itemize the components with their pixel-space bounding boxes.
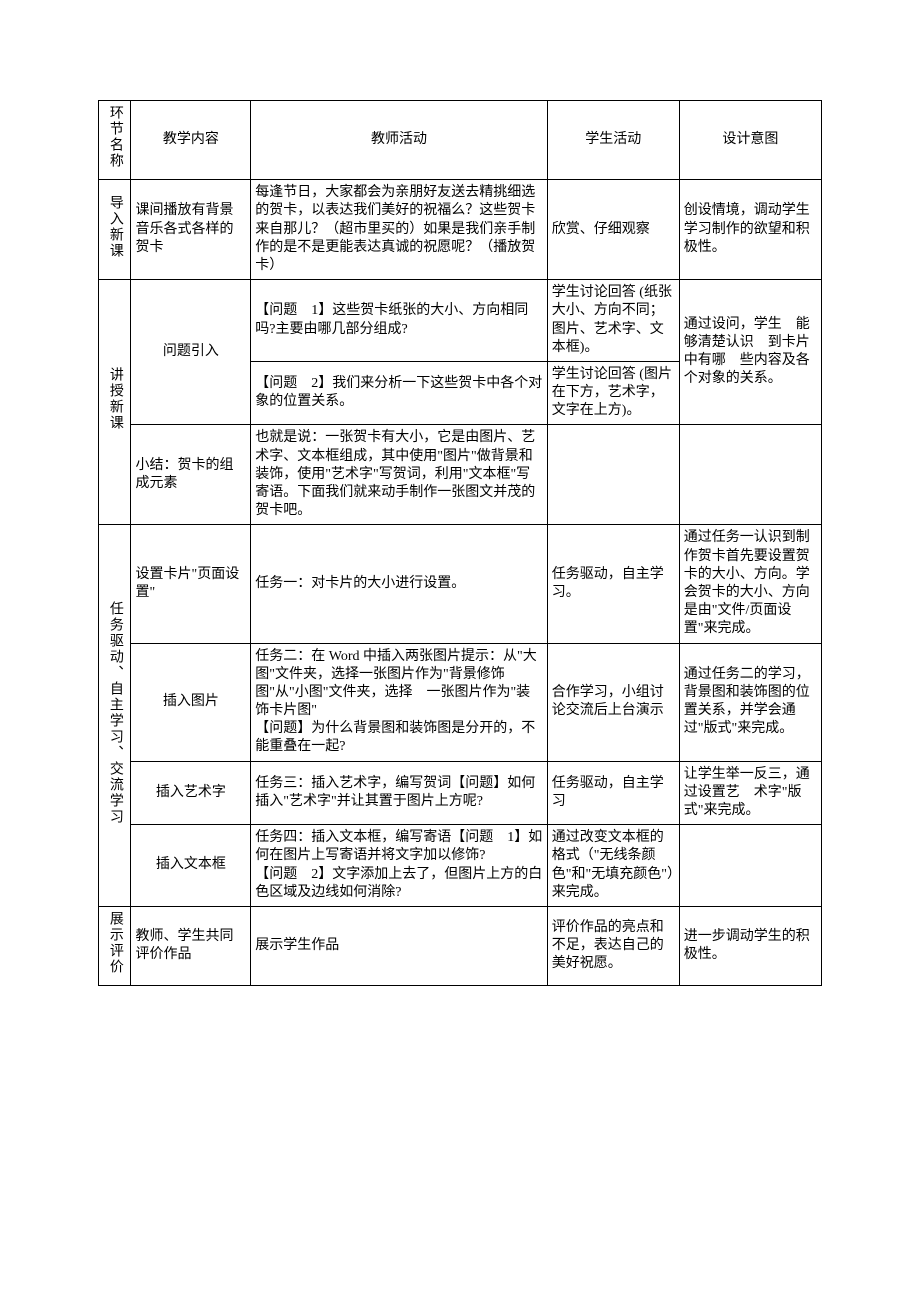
cell-teacher: 任务一：对卡片的大小进行设置。 xyxy=(251,525,548,643)
cell-teacher: 【问题 2】我们来分析一下这些贺卡中各个对象的位置关系。 xyxy=(251,361,548,425)
cell-teacher: 也就是说：一张贺卡有大小，它是由图片、艺术字、文本框组成，其中使用"图片"做背景… xyxy=(251,425,548,525)
section-show: 展示评价 xyxy=(99,906,131,985)
table-row: 展示评价 教师、学生共同评价作品 展示学生作品 评价作品的亮点和不足，表达自己的… xyxy=(99,906,822,985)
section-intro: 导入新课 xyxy=(99,180,131,280)
cell-design: 通过设问，学生 能够清楚认识 到卡片中有哪 些内容及各个对象的关系。 xyxy=(679,280,821,425)
cell-teacher: 任务三：插入艺术字，编写贺词【问题】如何插入"艺术字"并让其置于图片上方呢? xyxy=(251,761,548,825)
table-row: 导入新课 课间播放有背景音乐各式各样的贺卡 每逢节日，大家都会为亲朋好友送去精挑… xyxy=(99,180,822,280)
cell-student: 任务驱动，自主学习 xyxy=(547,761,679,825)
table-row: 小结：贺卡的组成元素 也就是说：一张贺卡有大小，它是由图片、艺术字、文本框组成，… xyxy=(99,425,822,525)
cell-content: 问题引入 xyxy=(131,280,251,425)
cell-teacher: 任务四：插入文本框，编写寄语【问题 1】如何在图片上写寄语并将文字加以修饰? 【… xyxy=(251,825,548,907)
cell-teacher: 【问题 1】这些贺卡纸张的大小、方向相同吗?主要由哪几部分组成? xyxy=(251,280,548,362)
cell-design: 让学生举一反三，通过设置艺 术字"版式"来完成。 xyxy=(679,761,821,825)
section-teach: 讲授新课 xyxy=(99,280,131,525)
cell-content: 课间播放有背景音乐各式各样的贺卡 xyxy=(131,180,251,280)
cell-design xyxy=(679,425,821,525)
cell-content: 教师、学生共同评价作品 xyxy=(131,906,251,985)
cell-student: 学生讨论回答 (纸张大小、方向不同；图片、艺术字、文本框)。 xyxy=(547,280,679,362)
cell-student: 合作学习，小组讨论交流后上台演示 xyxy=(547,643,679,761)
cell-teacher: 任务二：在 Word 中插入两张图片提示：从"大图"文件夹，选择一张图片作为"背… xyxy=(251,643,548,761)
cell-design: 通过任务二的学习，背景图和装饰图的位置关系，并学会通过"版式"来完成。 xyxy=(679,643,821,761)
cell-teacher: 展示学生作品 xyxy=(251,906,548,985)
lesson-plan-table: 环节名称 教学内容 教师活动 学生活动 设计意图 导入新课 课间播放有背景音乐各… xyxy=(98,100,822,986)
cell-content: 插入图片 xyxy=(131,643,251,761)
header-section: 环节名称 xyxy=(99,101,131,180)
header-student: 学生活动 xyxy=(547,101,679,180)
cell-student xyxy=(547,425,679,525)
table-row: 插入图片 任务二：在 Word 中插入两张图片提示：从"大图"文件夹，选择一张图… xyxy=(99,643,822,761)
section-task: 任务驱动、自主学习、交流学习 xyxy=(99,525,131,907)
table-row: 讲授新课 问题引入 【问题 1】这些贺卡纸张的大小、方向相同吗?主要由哪几部分组… xyxy=(99,280,822,362)
cell-student: 学生讨论回答 (图片在下方，艺术字，文字在上方)。 xyxy=(547,361,679,425)
cell-content: 插入文本框 xyxy=(131,825,251,907)
table-row: 任务驱动、自主学习、交流学习 设置卡片"页面设置" 任务一：对卡片的大小进行设置… xyxy=(99,525,822,643)
header-design: 设计意图 xyxy=(679,101,821,180)
cell-teacher: 每逢节日，大家都会为亲朋好友送去精挑细选的贺卡，以表达我们美好的祝福么？这些贺卡… xyxy=(251,180,548,280)
header-teacher: 教师活动 xyxy=(251,101,548,180)
cell-design: 通过任务一认识到制作贺卡首先要设置贺卡的大小、方向。学会贺卡的大小、方向是由"文… xyxy=(679,525,821,643)
header-content: 教学内容 xyxy=(131,101,251,180)
cell-design: 进一步调动学生的积极性。 xyxy=(679,906,821,985)
table-header-row: 环节名称 教学内容 教师活动 学生活动 设计意图 xyxy=(99,101,822,180)
cell-student: 任务驱动，自主学习。 xyxy=(547,525,679,643)
table-row: 插入文本框 任务四：插入文本框，编写寄语【问题 1】如何在图片上写寄语并将文字加… xyxy=(99,825,822,907)
cell-student: 评价作品的亮点和不足，表达自己的美好祝愿。 xyxy=(547,906,679,985)
cell-design: 创设情境，调动学生学习制作的欲望和积极性。 xyxy=(679,180,821,280)
cell-content: 小结：贺卡的组成元素 xyxy=(131,425,251,525)
cell-student: 通过改变文本框的格式（"无线条颜色"和"无填充颜色"）来完成。 xyxy=(547,825,679,907)
cell-student: 欣赏、仔细观察 xyxy=(547,180,679,280)
table-row: 插入艺术字 任务三：插入艺术字，编写贺词【问题】如何插入"艺术字"并让其置于图片… xyxy=(99,761,822,825)
cell-content: 插入艺术字 xyxy=(131,761,251,825)
cell-content: 设置卡片"页面设置" xyxy=(131,525,251,643)
cell-design xyxy=(679,825,821,907)
